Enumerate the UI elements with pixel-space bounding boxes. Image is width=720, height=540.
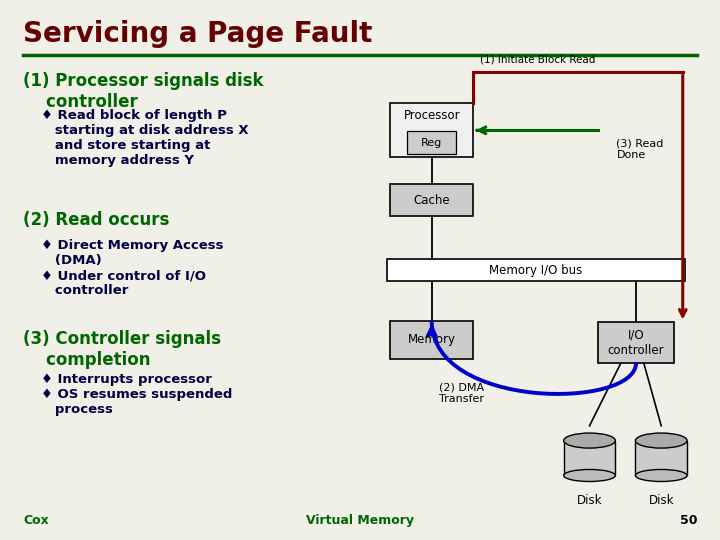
Text: Processor: Processor [403,109,460,122]
Text: 50: 50 [680,514,697,527]
Text: Servicing a Page Fault: Servicing a Page Fault [23,20,372,48]
Text: ♦ Interrupts processor
♦ OS resumes suspended
   process: ♦ Interrupts processor ♦ OS resumes susp… [41,373,233,416]
Text: Virtual Memory: Virtual Memory [306,514,414,527]
Text: Cache: Cache [413,194,450,207]
FancyBboxPatch shape [390,321,473,359]
Text: (2) DMA
Transfer: (2) DMA Transfer [439,383,484,404]
Ellipse shape [636,433,687,448]
Text: Disk: Disk [649,494,674,507]
Text: ♦ Read block of length P
   starting at disk address X
   and store starting at
: ♦ Read block of length P starting at dis… [41,109,248,167]
Text: ♦ Direct Memory Access
   (DMA)
♦ Under control of I/O
   controller: ♦ Direct Memory Access (DMA) ♦ Under con… [41,239,223,298]
FancyBboxPatch shape [390,104,473,157]
Text: Memory: Memory [408,333,456,346]
FancyBboxPatch shape [407,131,456,154]
Ellipse shape [636,469,687,482]
Text: (1) Processor signals disk
    controller: (1) Processor signals disk controller [23,72,264,111]
Text: (3) Read
Done: (3) Read Done [616,138,664,160]
Text: Reg: Reg [421,138,442,147]
FancyBboxPatch shape [387,259,685,281]
Text: I/O
controller: I/O controller [608,328,665,356]
Text: (3) Controller signals
    completion: (3) Controller signals completion [23,330,221,369]
FancyBboxPatch shape [390,184,473,217]
Ellipse shape [564,469,616,482]
Ellipse shape [564,433,616,448]
Text: Memory I/O bus: Memory I/O bus [489,264,582,276]
Text: Cox: Cox [23,514,49,527]
Text: (1) Initiate Block Read: (1) Initiate Block Read [480,54,595,64]
Text: Disk: Disk [577,494,602,507]
Text: (2) Read occurs: (2) Read occurs [23,211,169,229]
FancyBboxPatch shape [564,441,616,476]
FancyBboxPatch shape [636,441,687,476]
FancyBboxPatch shape [598,322,674,363]
